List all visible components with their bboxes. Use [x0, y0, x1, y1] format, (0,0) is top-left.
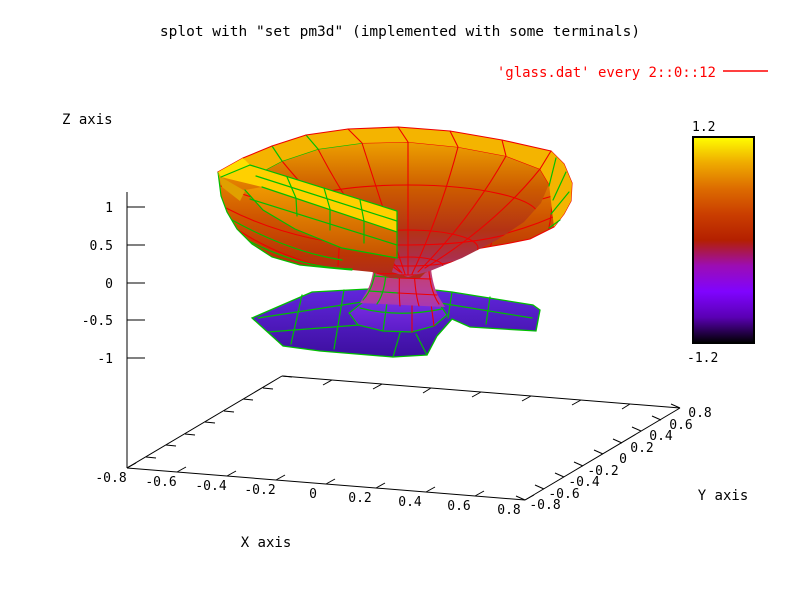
x-ticks: [126, 462, 535, 501]
x-tick-label: 0.6: [447, 499, 470, 514]
y-tick-label: 0.2: [630, 441, 653, 456]
y-tick-label: -0.8: [529, 498, 560, 513]
colorbar-max-label: 1.2: [692, 120, 715, 135]
y-tick-label: 0: [619, 452, 627, 467]
glass-rim-top: [217, 126, 572, 229]
y-tick-label: -0.6: [548, 487, 579, 502]
x-tick-label: -0.4: [195, 479, 226, 494]
z-tick-label: 0.5: [90, 239, 113, 254]
x-tick-label: -0.2: [244, 483, 275, 498]
z-tick-label: -1: [97, 352, 113, 367]
surface-glass: [217, 126, 573, 358]
y-tick-label: 0.8: [688, 406, 711, 421]
y-ticks: [515, 403, 681, 501]
plot-borders: [126, 192, 681, 501]
y-tick-label: -0.2: [587, 464, 618, 479]
back-edge-ticks: [145, 375, 631, 459]
y-axis-back-edge: [126, 375, 283, 469]
x-tick-label: 0.4: [398, 495, 422, 510]
legend: 'glass.dat' every 2::0::12: [497, 65, 768, 81]
x-tick-label: -0.8: [95, 471, 126, 486]
x-tick-label: 0.8: [497, 503, 520, 518]
glass-rim-band: [218, 158, 398, 259]
z-axis-title: Z axis: [62, 112, 113, 128]
y-tick-label: -0.4: [568, 475, 599, 490]
z-tick-label: 0: [105, 277, 113, 292]
z-tick-label: -0.5: [82, 314, 113, 329]
legend-label: 'glass.dat' every 2::0::12: [497, 65, 716, 81]
y-tick-label: 0.4: [649, 429, 673, 444]
x-axis-title: X axis: [241, 535, 292, 551]
y-axis-title: Y axis: [698, 488, 749, 504]
y-tick-label: 0.6: [669, 418, 692, 433]
x-tick-label: 0.2: [348, 491, 371, 506]
z-ticks: [127, 206, 145, 359]
colorbar-min-label: -1.2: [687, 351, 718, 366]
x-tick-label: -0.6: [145, 475, 176, 490]
z-tick-label: 1: [105, 201, 113, 216]
x-tick-label: 0: [309, 487, 317, 502]
y-tick-labels: -0.8 -0.6 -0.4 -0.2 0 0.2 0.4 0.6 0.8: [529, 406, 711, 513]
colorbar-gradient: [692, 136, 755, 344]
z-tick-labels: 1 0.5 0 -0.5 -1: [82, 201, 113, 367]
x-tick-labels: -0.8 -0.6 -0.4 -0.2 0 0.2 0.4 0.6 0.8: [95, 471, 520, 518]
colorbar: 1.2 -1.2: [687, 120, 755, 366]
chart-title: splot with "set pm3d" (implemented with …: [160, 24, 640, 40]
